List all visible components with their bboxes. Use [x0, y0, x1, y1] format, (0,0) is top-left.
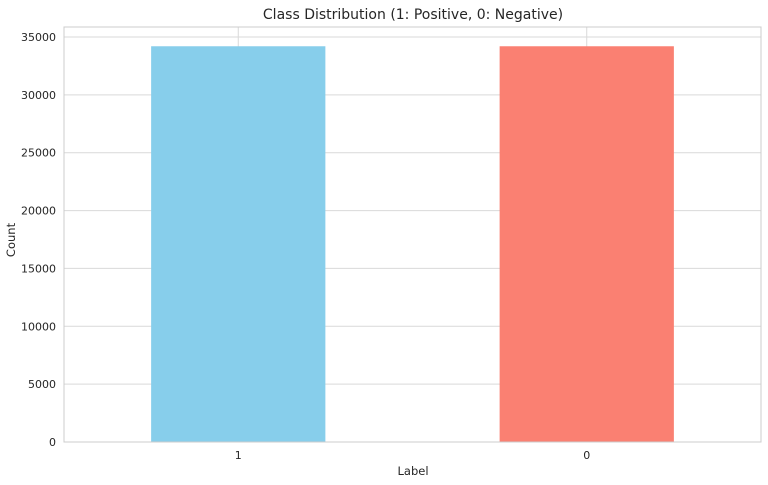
x-tick-label: 0: [583, 449, 590, 462]
y-axis-label: Count: [4, 222, 18, 257]
y-tick-label: 0: [49, 436, 56, 449]
y-axis-ticks: 0 5000 10000 15000 20000 25000 30000 35000: [21, 31, 56, 449]
bars: [151, 46, 674, 442]
y-tick-label: 35000: [21, 31, 56, 44]
bar-1: [151, 46, 326, 442]
y-tick-label: 15000: [21, 262, 56, 275]
x-axis-label: Label: [397, 464, 428, 478]
y-tick-label: 5000: [28, 378, 56, 391]
plot-frame: [63, 26, 762, 443]
y-tick-label: 25000: [21, 147, 56, 160]
y-tick-label: 20000: [21, 205, 56, 218]
chart-title: Class Distribution (1: Positive, 0: Nega…: [263, 7, 563, 23]
bar-0: [499, 46, 674, 442]
y-tick-label: 30000: [21, 89, 56, 102]
x-tick-label: 1: [235, 449, 242, 462]
y-tick-label: 10000: [21, 320, 56, 333]
